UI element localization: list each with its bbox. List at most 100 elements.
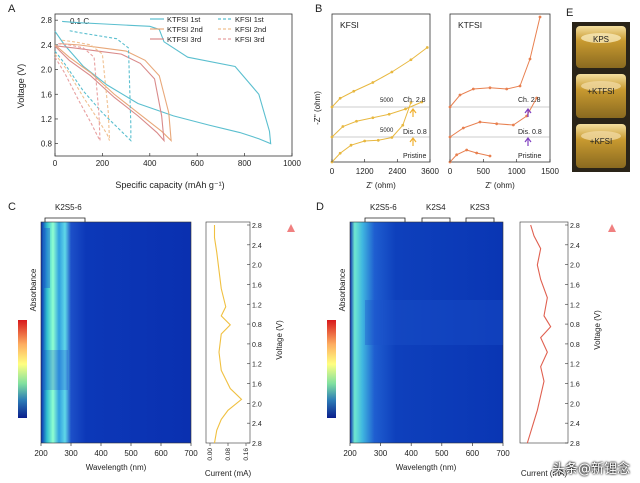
panel-a-xlabel: Specific capacity (mAh g⁻¹) (115, 180, 224, 190)
panel-c-letter: C (8, 201, 16, 213)
panel-b-ktfsi-arrow-2 (524, 137, 532, 146)
panel-a-legend-label: KTFSI 2nd (167, 25, 203, 34)
panel-d-vtick-label: 1.6 (570, 382, 580, 389)
vial-kps: KPS (576, 26, 626, 68)
panel-b-point (458, 93, 462, 97)
panel-d-vtick-label: 1.2 (570, 362, 580, 369)
panel-a-yticks: 0.8 1.2 1.6 2.0 2.4 2.8 (41, 16, 58, 149)
panel-a-series-line (54, 45, 165, 143)
panel-a-ytick-label: 2.8 (41, 16, 53, 25)
panel-b-xtick-label: 0 (330, 167, 335, 176)
panel-a-letter: A (8, 3, 16, 15)
panel-c-voltage-ticks: 2.8 2.4 2.0 1.6 1.2 0.8 0.8 1.2 1.6 2.0 2.4 2.8 (247, 223, 262, 448)
panel-b-point (338, 96, 342, 100)
panel-b-point (488, 86, 492, 90)
panel-c-xlabel: Wavelength (nm) (86, 463, 147, 472)
panel-b-kfsi-xticks: 0 1200 2400 3600 (330, 159, 439, 176)
panel-d-xtick-label: 500 (435, 449, 449, 458)
panel-c-colorbar (18, 320, 27, 418)
panel-c-species: K2S5-6 (55, 203, 82, 212)
panel-b-point (528, 57, 532, 61)
panel-c-voltage-label: Voltage (V) (275, 320, 284, 360)
panel-b: -Z'' (ohm) KFSI 5000 5000 Ch. 2.8 Dis. 0… (313, 13, 559, 190)
panel-d-vtick-label: 2.8 (570, 223, 580, 230)
panel-d-xtick-label: 300 (374, 449, 388, 458)
panel-a-xtick-label: 1000 (283, 159, 301, 168)
panel-c-vtick-label: 2.8 (252, 441, 262, 448)
panel-b-point (511, 123, 515, 127)
panel-d-xticks: 200 300 400 500 600 700 (343, 443, 510, 458)
panel-a-series (54, 20, 272, 145)
panel-b-point (363, 139, 367, 143)
panel-b-ktfsi-frame (449, 13, 551, 163)
panel-d-heatmap (350, 222, 503, 443)
panel-d-vtick-label: 1.2 (570, 302, 580, 309)
panel-b-point (471, 87, 475, 91)
panel-a-legend-label: KFSI 1st (235, 15, 265, 24)
panel-c-current-curve (213, 225, 243, 444)
panel-d-species-1: K2S5-6 (370, 203, 397, 212)
panel-c-xtick-label: 300 (64, 449, 78, 458)
panel-b-kfsi-arrow-1 (409, 108, 417, 117)
panel-b-kfsi-label-pristine: Pristine (403, 153, 426, 160)
panel-a-ytick-label: 2.4 (41, 41, 53, 50)
panel-b-point (461, 126, 465, 130)
panel-b-point (355, 119, 358, 123)
panel-b-point (387, 112, 391, 116)
panel-b-point (448, 105, 452, 109)
panel-b-point (371, 116, 375, 120)
panel-a-series-line (54, 43, 101, 141)
panel-d-xlabel: Wavelength (nm) (396, 463, 457, 472)
panel-b-ktfsi-label-pristine: Pristine (518, 153, 541, 160)
panel-c-ctick-label: 0.00 (207, 448, 214, 461)
panel-b-point (401, 123, 405, 127)
panel-b-point (455, 153, 459, 157)
panel-b-point (488, 154, 492, 158)
panel-b-point (465, 148, 469, 152)
panel-d-colorbar (327, 320, 336, 418)
panel-a-legend-label: KFSI 2nd (235, 25, 266, 34)
panel-b-kfsi-xlabel: Z' (ohm) (366, 181, 396, 190)
panel-a-ytick-label: 1.2 (41, 115, 53, 124)
panel-b-kfsi-arrow-2 (409, 137, 417, 146)
vial-label-kfsi: +KFSI (590, 137, 612, 146)
panel-c-xtick-label: 600 (154, 449, 168, 458)
panel-c-ctick-label: 0.08 (225, 448, 232, 461)
panel-b-point (330, 105, 334, 109)
panel-b-scale-2: 5000 (380, 128, 394, 134)
panel-b-xtick-label: 2400 (388, 167, 406, 176)
panel-b-kfsi-label-dis: Dis. 0.8 (403, 129, 427, 136)
panel-b-point (349, 143, 353, 147)
panel-c-bracket (44, 217, 86, 222)
panel-c-vtick-label: 1.6 (252, 382, 262, 389)
panel-d-vtick-label: 2.4 (570, 243, 580, 250)
panel-c-vtick-label: 1.2 (252, 302, 262, 309)
panel-c-current-label: Current (mA) (205, 469, 252, 478)
panel-b-xtick-label: 1200 (356, 167, 374, 176)
panel-b-ktfsi-label-dis: Dis. 0.8 (518, 129, 542, 136)
panel-e-photo: KPS +KTFSI +KFSI (572, 22, 630, 172)
panel-c-heatmap (41, 222, 191, 443)
panel-b-scale-1: 5000 (380, 98, 394, 104)
panel-a-ylabel: Voltage (V) (16, 64, 26, 109)
panel-b-point (338, 151, 342, 155)
panel-b-point (478, 120, 482, 124)
panel-d-vtick-label: 2.0 (570, 401, 580, 408)
panel-a-series-line (54, 20, 272, 145)
panel-c-xtick-label: 400 (94, 449, 108, 458)
panel-b-ylabel: -Z'' (ohm) (313, 91, 322, 125)
panel-b-point (376, 138, 380, 142)
panel-b-xtick-label: 3600 (421, 167, 439, 176)
panel-a-ytick-label: 0.8 (41, 140, 53, 149)
panel-d: K2S5-6 K2S4 K2S3 Absorbance 200 300 400 500… (327, 203, 616, 478)
panel-a-ytick-label: 2.0 (41, 66, 53, 75)
panel-b-kfsi-series (330, 46, 429, 164)
panel-b-point (518, 84, 522, 88)
panel-c-vtick-label: 0.8 (252, 342, 262, 349)
panel-d-vtick-label: 2.4 (570, 421, 580, 428)
panel-d-xtick-label: 700 (496, 449, 510, 458)
panel-d-vtick-label: 0.8 (570, 342, 580, 349)
vial-label-ktfsi: +KTFSI (587, 87, 614, 96)
panel-c-vtick-label: 1.2 (252, 362, 262, 369)
